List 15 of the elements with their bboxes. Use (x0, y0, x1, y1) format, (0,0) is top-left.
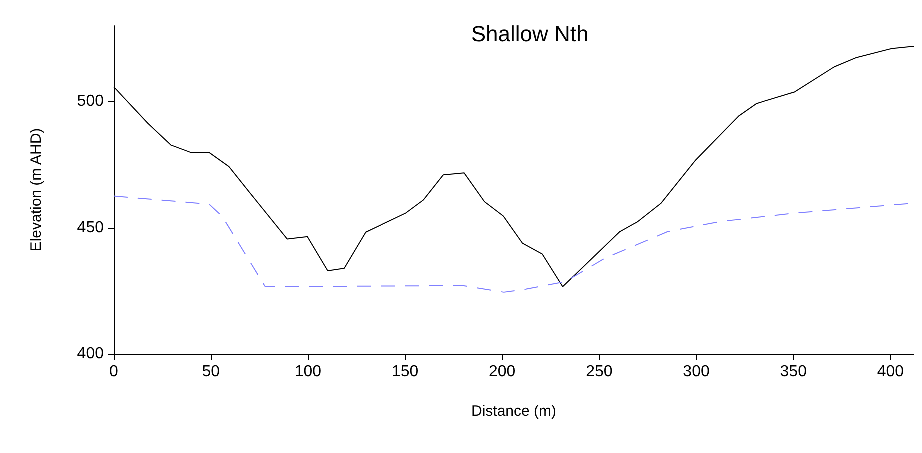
x-tick-label: 350 (780, 364, 808, 380)
y-axis-title: Elevation (m AHD) (28, 128, 45, 252)
x-tick-label: 50 (202, 364, 220, 380)
x-tick-label: 400 (877, 364, 904, 380)
x-tick-label: 300 (683, 364, 710, 380)
x-axis-title: Distance (m) (471, 403, 557, 420)
x-tick-label: 200 (489, 364, 516, 380)
chart-title: Shallow Nth (471, 22, 589, 46)
x-tick-label: 100 (294, 364, 322, 380)
y-tick-label: 450 (77, 219, 104, 236)
x-tick-label: 250 (586, 364, 613, 380)
y-tick-label: 500 (77, 93, 104, 110)
x-tick-label: 0 (110, 364, 119, 380)
x-tick-label: 150 (392, 364, 419, 380)
y-tick-label: 400 (77, 346, 104, 362)
